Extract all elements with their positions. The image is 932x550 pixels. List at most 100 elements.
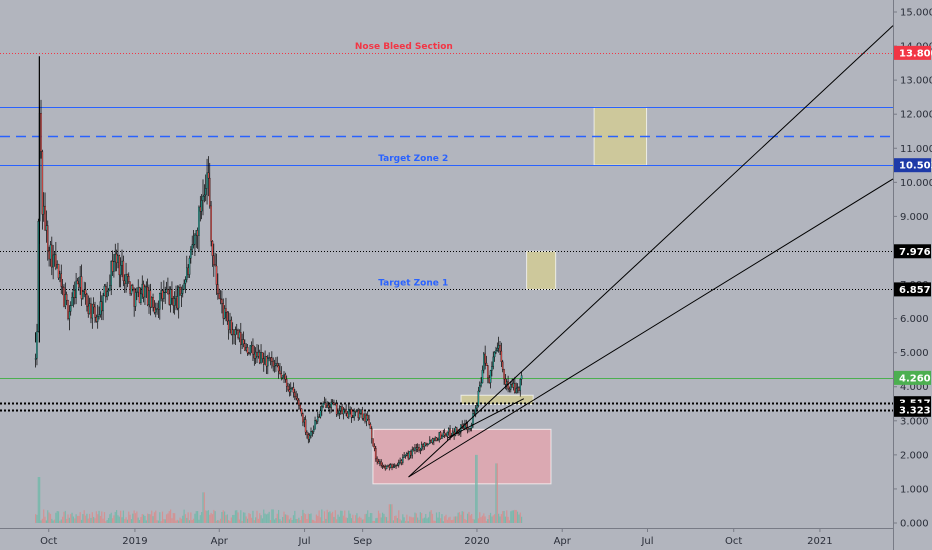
volume-bar xyxy=(348,510,350,523)
volume-bar xyxy=(111,518,114,523)
volume-bar xyxy=(484,516,486,523)
candle-body xyxy=(383,466,385,468)
candle-body xyxy=(160,290,162,294)
volume-bar xyxy=(186,517,188,523)
candle-body xyxy=(481,369,484,384)
candle-body xyxy=(250,345,253,347)
candle-body xyxy=(403,455,405,458)
volume-bar xyxy=(98,510,100,523)
candle-body xyxy=(118,255,121,276)
candle-body xyxy=(245,347,247,351)
candle-body xyxy=(360,409,362,414)
candle-body xyxy=(76,280,79,285)
volume-bar xyxy=(368,516,370,523)
volume-bar xyxy=(450,520,453,523)
y-tick-label: 9.000 xyxy=(900,212,929,223)
candle-body xyxy=(491,366,493,371)
volume-bar xyxy=(63,511,65,523)
candle-body xyxy=(200,200,203,212)
candle-body xyxy=(506,381,508,385)
volume-bar xyxy=(106,520,108,523)
volume-bar xyxy=(269,520,272,523)
zone-box[interactable] xyxy=(593,106,648,166)
candle-body xyxy=(447,428,450,433)
volume-bar xyxy=(337,514,339,523)
volume-bar xyxy=(295,518,297,523)
volume-bar xyxy=(340,510,342,523)
candle-body xyxy=(384,466,387,470)
candle-body xyxy=(516,387,519,389)
volume-bar xyxy=(514,509,516,523)
volume-bar xyxy=(273,519,276,523)
candle-body xyxy=(236,329,238,331)
x-tick-label: 2020 xyxy=(464,536,489,547)
candle-body xyxy=(406,453,408,456)
volume-bar xyxy=(491,516,493,523)
candle-body xyxy=(325,402,327,408)
volume-bar xyxy=(515,509,517,523)
candle-body xyxy=(190,249,192,259)
volume-bar xyxy=(143,514,145,523)
volume-bar xyxy=(41,518,43,523)
trendline[interactable] xyxy=(408,178,894,478)
candle-body xyxy=(199,206,202,212)
volume-bar xyxy=(192,518,195,523)
candle-body xyxy=(419,449,422,451)
volume-bar xyxy=(361,519,363,523)
volume-bar xyxy=(508,520,511,523)
volume-bar xyxy=(446,519,448,523)
volume-bar xyxy=(43,509,45,523)
volume-bar xyxy=(152,516,154,523)
candle-body xyxy=(186,267,188,280)
volume-bar xyxy=(222,510,224,523)
volume-bar xyxy=(489,512,492,523)
volume-bar xyxy=(207,510,210,523)
volume-bar xyxy=(492,515,494,523)
candle-body xyxy=(103,285,106,296)
volume-bar xyxy=(271,509,273,523)
candle-body xyxy=(268,357,270,359)
candle-body xyxy=(52,254,54,268)
candle-body xyxy=(412,449,415,452)
candle-body xyxy=(253,353,256,359)
trendline[interactable] xyxy=(408,25,894,478)
zone-box[interactable] xyxy=(526,250,557,290)
candle-body xyxy=(395,465,397,467)
volume-bar xyxy=(465,520,467,523)
volume-bar xyxy=(518,514,520,523)
volume-bar xyxy=(211,514,214,523)
volume-bar xyxy=(233,514,235,523)
volume-bar xyxy=(402,514,404,523)
volume-bar xyxy=(179,517,181,523)
candle-body xyxy=(57,264,60,279)
candle-body xyxy=(110,261,112,286)
volume-bar xyxy=(453,516,455,523)
candle-body xyxy=(138,287,141,303)
zone-box[interactable] xyxy=(372,428,552,485)
volume-bar xyxy=(280,520,282,523)
volume-bar xyxy=(321,509,323,523)
candle-body xyxy=(265,356,268,367)
candle-body xyxy=(263,358,265,365)
candle-body xyxy=(176,296,179,309)
volume-bar xyxy=(203,492,205,523)
volume-bar xyxy=(365,513,367,523)
candle-body xyxy=(415,447,418,450)
volume-bar xyxy=(109,514,111,523)
volume-bar xyxy=(469,515,471,523)
candle-body xyxy=(167,289,169,295)
candle-body xyxy=(288,389,291,393)
annotation-label: Target Zone 2 xyxy=(378,154,448,164)
volume-bar xyxy=(236,510,238,523)
volume-bar xyxy=(426,518,428,523)
volume-bar xyxy=(419,512,421,523)
trendline[interactable] xyxy=(447,398,525,439)
candle-body xyxy=(91,303,94,319)
candle-body xyxy=(302,413,304,423)
volume-bar xyxy=(153,512,156,523)
candle-body xyxy=(187,267,189,275)
candle-body xyxy=(175,296,177,299)
volume-bar xyxy=(519,512,521,523)
